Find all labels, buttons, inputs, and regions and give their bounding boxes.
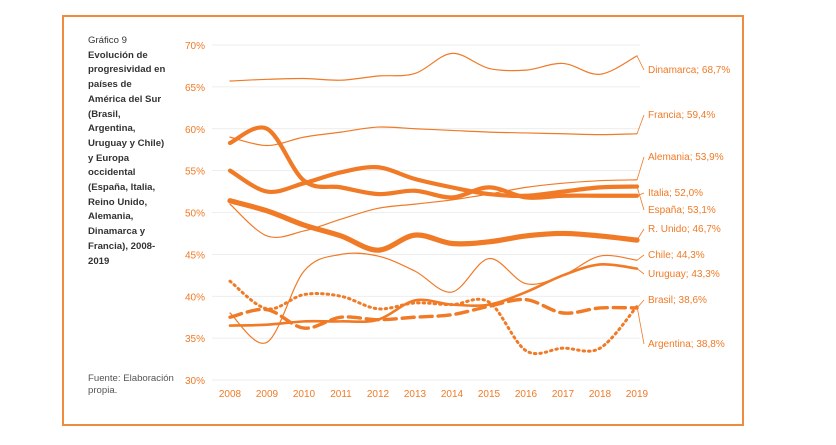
- series-line-r-unido: [227, 198, 640, 253]
- series-line-brasil: [228, 297, 639, 330]
- x-tick-label: 2011: [330, 389, 352, 400]
- leader-line: [636, 55, 645, 71]
- series-label-brasil: Brasil; 38,6%: [648, 295, 707, 306]
- leader-line: [636, 306, 645, 345]
- series-label-alemania: Alemania; 53,9%: [648, 152, 724, 163]
- series-line-francia: [229, 126, 638, 147]
- series-line-espana: [227, 164, 640, 198]
- x-tick-label: 2018: [589, 389, 612, 400]
- x-tick-label: 2019: [626, 389, 649, 400]
- series-label-r-unido: R. Unido; 46,7%: [648, 224, 721, 235]
- series-line-dinamarca: [229, 52, 638, 82]
- x-tick-label: 2015: [478, 389, 501, 400]
- leader-line: [636, 254, 645, 261]
- series-label-italia: Italia; 52,0%: [648, 188, 703, 199]
- leader-line: [636, 156, 645, 180]
- chart-frame: [62, 15, 744, 426]
- leader-line: [636, 114, 645, 134]
- caption-title: Evolución de progresividad en países de …: [88, 49, 166, 267]
- x-tick-label: 2008: [219, 389, 242, 400]
- y-tick-label: 55%: [185, 167, 205, 178]
- caption-kicker: Gráfico 9: [88, 35, 127, 46]
- x-tick-label: 2010: [293, 389, 316, 400]
- y-tick-label: 35%: [185, 334, 205, 345]
- x-axis-ticks: 2008 2009 2010 2011 2012 2013 2014 2015 2016 2017…: [219, 389, 649, 400]
- y-tick-label: 45%: [185, 250, 205, 261]
- x-tick-label: 2012: [367, 389, 390, 400]
- series-line-alemania: [229, 179, 638, 239]
- source-note: Fuente: Elaboración propia.: [88, 373, 174, 396]
- series-label-espana: España; 53,1%: [648, 205, 716, 216]
- series-lines: [227, 52, 640, 356]
- leader-line: [636, 186, 645, 211]
- x-tick-label: 2013: [404, 389, 427, 400]
- y-tick-label: 60%: [185, 125, 205, 136]
- series-line-italia: [227, 125, 640, 200]
- series-label-uruguay: Uruguay; 43,3%: [648, 269, 720, 280]
- series-line-uruguay: [228, 262, 639, 327]
- y-tick-label: 70%: [185, 41, 205, 52]
- series-label-dinamarca: Dinamarca; 68,7%: [648, 65, 730, 76]
- series-label-francia: Francia; 59,4%: [648, 110, 715, 121]
- chart-caption: Gráfico 9 Evolución de progresividad en …: [88, 34, 170, 269]
- series-labels: Dinamarca; 68,7% Francia; 59,4% Alemania; …: [636, 55, 730, 350]
- x-tick-label: 2017: [552, 389, 575, 400]
- x-tick-label: 2014: [441, 389, 464, 400]
- leader-line: [636, 192, 645, 197]
- y-axis-ticks: 30% 35% 40% 45% 50% 55% 60% 65% 70%: [185, 41, 205, 387]
- leader-line: [636, 268, 645, 275]
- y-tick-label: 40%: [185, 292, 205, 303]
- leader-line: [636, 299, 645, 309]
- leader-line: [636, 228, 645, 241]
- x-tick-label: 2009: [256, 389, 279, 400]
- x-tick-label: 2016: [515, 389, 538, 400]
- y-tick-label: 65%: [185, 83, 205, 94]
- y-tick-label: 30%: [185, 376, 205, 387]
- series-line-argentina: [228, 279, 639, 356]
- y-tick-label: 50%: [185, 209, 205, 220]
- series-label-argentina: Argentina; 38,8%: [648, 339, 725, 350]
- series-line-chile: [229, 252, 638, 344]
- series-label-chile: Chile; 44,3%: [648, 250, 705, 261]
